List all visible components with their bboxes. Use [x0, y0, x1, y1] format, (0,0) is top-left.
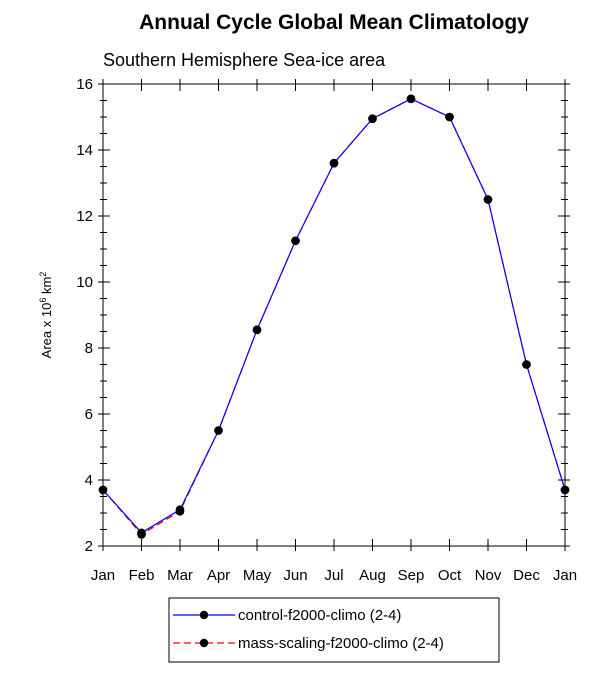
x-tick-labels: Jan Feb Mar Apr May Jun Jul Aug Sep Oct Nov Dec Jan: [91, 567, 577, 584]
x-tick-label: Jun: [283, 567, 307, 584]
y-tick-label: 6: [85, 406, 93, 423]
data-point: [406, 94, 416, 104]
series-markers: [98, 94, 570, 539]
x-tick-label: Sep: [398, 567, 425, 584]
data-point: [483, 195, 493, 204]
legend-label-mass-scaling: mass-scaling-f2000-climo (2-4): [238, 635, 444, 652]
data-point: [329, 158, 339, 168]
data-point: [522, 360, 531, 369]
y-tick-label: 16: [76, 76, 93, 93]
x-tick-label: Mar: [167, 567, 193, 584]
data-point: [368, 114, 377, 123]
y-tick-label: 12: [76, 208, 93, 225]
chart-subtitle: Southern Hemisphere Sea-ice area: [103, 50, 386, 70]
legend-marker-mass-scaling: [199, 638, 209, 648]
x-tick-label: Aug: [359, 567, 386, 584]
plot-frame: [102, 83, 566, 547]
data-point: [445, 112, 454, 122]
x-tick-label: Apr: [207, 567, 230, 584]
y-axis-label-unit: km: [39, 277, 54, 298]
x-tick-label: Dec: [513, 567, 540, 584]
y-tick-label: 10: [76, 274, 93, 291]
data-point: [214, 426, 223, 435]
y-tick-label: 14: [76, 142, 93, 159]
y-axis-label-unit-exp: 2: [38, 272, 48, 277]
y-tick-label: 4: [85, 472, 93, 489]
x-tick-label: Jan: [91, 567, 115, 584]
x-tick-label: May: [243, 567, 272, 584]
data-point: [291, 236, 300, 246]
data-point: [560, 485, 570, 495]
major-ticks: [98, 79, 570, 551]
legend-box: [168, 597, 500, 663]
y-axis-label-prefix: Area x 10: [39, 303, 54, 359]
y-tick-labels: 2 4 6 8 10 12 14 16: [76, 76, 93, 555]
legend: control-f2000-climo (2-4) mass-scaling-f…: [168, 597, 500, 663]
y-tick-label: 8: [85, 340, 93, 357]
chart-title: Annual Cycle Global Mean Climatology: [139, 11, 529, 34]
x-tick-label: Jul: [324, 567, 343, 584]
x-tick-label: Feb: [129, 567, 155, 584]
legend-marker-control: [199, 610, 209, 620]
data-point: [252, 325, 262, 335]
y-axis-label-exp: 6: [38, 298, 48, 303]
x-tick-label: Nov: [475, 567, 502, 584]
y-tick-label: 2: [85, 538, 93, 555]
legend-label-control: control-f2000-climo (2-4): [238, 607, 401, 624]
data-point: [175, 507, 185, 516]
data-point: [137, 530, 146, 539]
x-tick-label: Jan: [553, 567, 577, 584]
y-axis-label: Area x 106 km2: [38, 272, 54, 359]
data-point: [98, 485, 108, 495]
x-tick-label: Oct: [438, 567, 462, 584]
